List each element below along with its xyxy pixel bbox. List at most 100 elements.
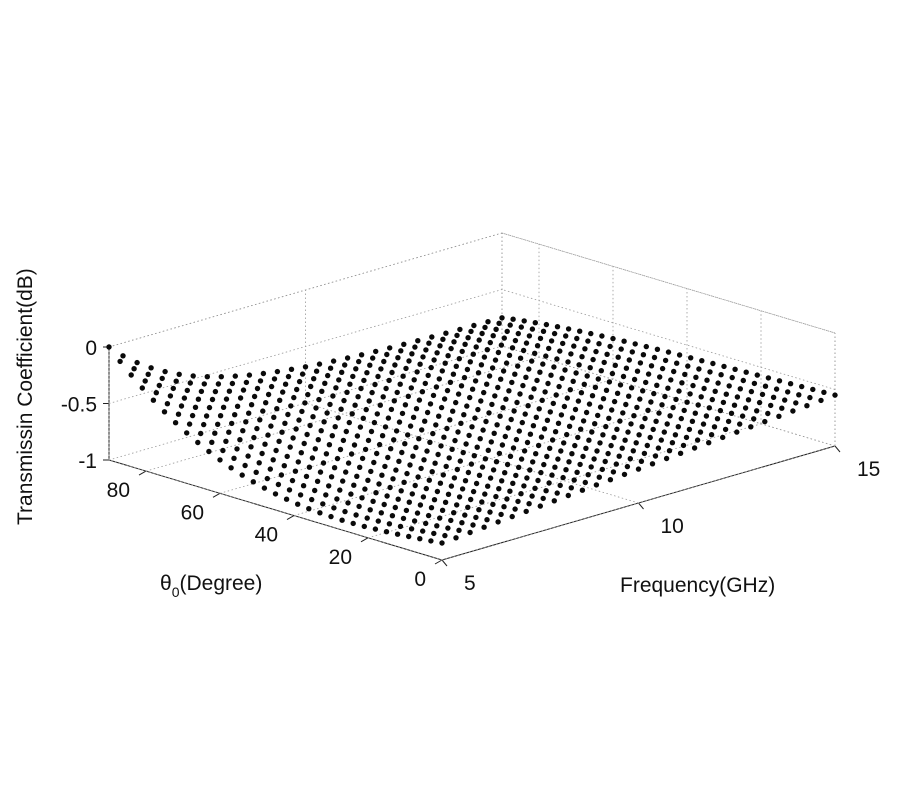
- surface-point: [493, 459, 500, 465]
- surface-point: [395, 355, 401, 361]
- surface-point: [538, 469, 544, 476]
- surface-point: [237, 437, 243, 443]
- surface-point: [353, 512, 359, 518]
- surface-point: [268, 423, 274, 429]
- surface-point: [560, 474, 566, 481]
- surface-point: [356, 358, 362, 365]
- surface-point: [215, 421, 221, 427]
- x-tick-label: 10: [661, 515, 684, 538]
- surface-point: [548, 338, 555, 344]
- surface-point: [281, 463, 287, 469]
- surface-point: [322, 380, 328, 386]
- surface-point: [807, 394, 813, 401]
- surface-point: [457, 458, 463, 464]
- surface-point: [463, 441, 469, 447]
- surface-point: [555, 420, 562, 426]
- surface-point: [354, 473, 360, 479]
- surface-point: [510, 480, 516, 486]
- surface-point: [410, 453, 416, 459]
- surface-point: [525, 403, 531, 409]
- surface-point: [198, 430, 204, 437]
- surface-point: [307, 422, 313, 429]
- surface-point: [665, 349, 672, 355]
- surface-point: [622, 437, 628, 443]
- surface-point: [337, 446, 344, 453]
- surface-point: [565, 326, 572, 332]
- surface-point: [302, 400, 308, 406]
- surface-point: [562, 367, 568, 373]
- surface-point: [471, 322, 477, 329]
- y-tick-label: 20: [329, 546, 352, 569]
- surface-point: [313, 368, 320, 374]
- surface-point: [768, 402, 774, 409]
- surface-point: [611, 434, 617, 441]
- surface-point: [406, 533, 412, 540]
- surface-point: [344, 355, 351, 361]
- surface-point: [417, 502, 424, 508]
- surface-point: [648, 363, 655, 369]
- surface-point: [301, 440, 307, 447]
- surface-point: [512, 506, 518, 512]
- surface-point: [551, 498, 557, 504]
- surface-point: [399, 410, 406, 417]
- surface-point: [770, 394, 777, 400]
- surface-point: [317, 510, 323, 516]
- surface-point: [381, 501, 387, 508]
- surface-point: [672, 432, 679, 438]
- surface-point: [407, 423, 414, 429]
- surface-point: [299, 408, 305, 415]
- surface-point: [297, 492, 304, 498]
- surface-point: [565, 359, 571, 365]
- surface-point: [732, 366, 738, 372]
- surface-point: [523, 374, 529, 380]
- surface-point: [285, 373, 292, 380]
- x-tick-mark: [638, 502, 644, 510]
- surface-point: [563, 333, 569, 339]
- surface-point: [372, 381, 378, 388]
- surface-point: [584, 373, 590, 379]
- surface-point: [597, 404, 604, 410]
- surface-point: [799, 383, 805, 390]
- surface-point: [703, 413, 710, 419]
- surface-point: [415, 338, 421, 344]
- surface-point: [212, 430, 218, 436]
- surface-point: [394, 389, 400, 396]
- y-axis-title-symbol: θ: [160, 572, 172, 595]
- surface-point: [527, 467, 533, 473]
- surface-point: [434, 523, 440, 529]
- surface-point: [674, 360, 680, 366]
- surface-point: [533, 451, 539, 457]
- surface-point: [499, 315, 505, 321]
- surface-point: [677, 450, 684, 456]
- surface-point: [578, 390, 585, 396]
- surface-point: [363, 406, 369, 413]
- surface-point: [737, 386, 743, 392]
- surface-point: [695, 402, 701, 408]
- surface-point: [628, 421, 634, 427]
- surface-point: [427, 439, 433, 445]
- surface-point: [503, 396, 509, 402]
- surface-point: [367, 362, 373, 368]
- y-axis-title-subscript: 0: [172, 584, 180, 600]
- surface-point: [607, 343, 613, 350]
- surface-point: [312, 446, 318, 452]
- surface-point: [751, 380, 758, 387]
- surface-point: [476, 337, 482, 343]
- surface-point: [689, 418, 696, 424]
- surface-point: [442, 499, 449, 505]
- surface-point: [530, 459, 536, 465]
- surface-point: [659, 402, 665, 408]
- surface-point: [317, 469, 324, 475]
- surface-point: [540, 495, 546, 502]
- surface-point: [748, 388, 755, 395]
- surface-point: [243, 419, 249, 425]
- surface-point: [599, 466, 605, 473]
- surface-point: [513, 436, 520, 443]
- surface-point: [220, 447, 226, 454]
- surface-point: [547, 409, 553, 415]
- surface-point: [330, 358, 337, 364]
- surface-point: [588, 464, 594, 470]
- surface-point: [273, 447, 279, 454]
- surface-point: [309, 496, 315, 503]
- surface-point: [361, 523, 367, 530]
